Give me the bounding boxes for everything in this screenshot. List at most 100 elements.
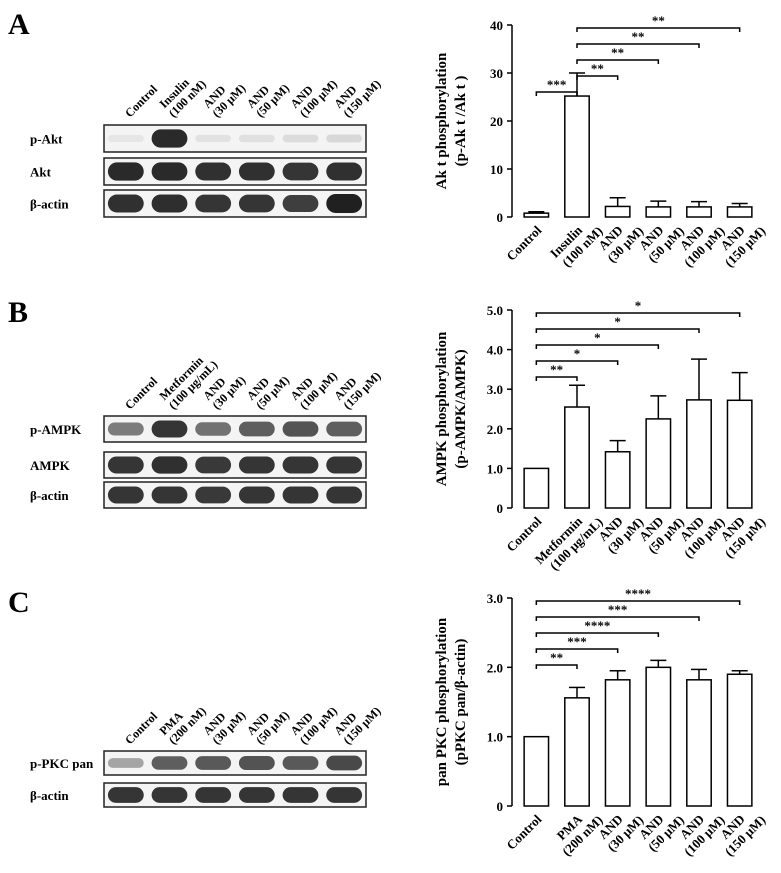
blot-band: [107, 486, 144, 504]
bar: [686, 206, 712, 218]
blot-row: β-actin: [30, 481, 367, 509]
blot-band: [151, 486, 188, 504]
significance-label: ****: [625, 586, 651, 601]
blot-band: [195, 194, 232, 213]
blot-row-label: β-actin: [30, 788, 69, 803]
significance-bracket: **: [576, 29, 700, 48]
x-tick-label: Metformin(100 μg/mL): [532, 504, 606, 578]
significance-label: *: [635, 298, 642, 313]
bar-chart: 0 10 20 30 40 Ak t phosphorylation (p-Ak t /Ak…: [434, 13, 768, 270]
significance-bracket: ***: [535, 77, 578, 96]
blot-lane-label: AND(50 μM): [244, 364, 292, 412]
significance-label: ***: [547, 77, 567, 92]
blot-lane-label: Control: [122, 374, 160, 412]
y-tick-label: 10: [490, 162, 503, 177]
bracket-line: [535, 360, 619, 365]
bracket-line: [576, 27, 741, 32]
blot-row: β-actin: [30, 782, 367, 808]
x-tick-label: AND(150 μM): [711, 802, 768, 859]
blot-band: [151, 420, 188, 438]
blot-band: [326, 162, 363, 181]
significance-bracket: **: [576, 13, 741, 32]
bracket-line: [535, 648, 619, 653]
significance-bracket: **: [535, 362, 578, 381]
blot-band: [195, 456, 232, 474]
bracket-line: [535, 600, 741, 605]
blot-band: [238, 456, 275, 474]
blot-band: [326, 421, 363, 437]
bar: [686, 399, 712, 509]
bar: [604, 679, 631, 807]
blot-band: [151, 162, 188, 181]
bracket-line: [535, 91, 578, 96]
bar: [523, 212, 550, 218]
significance-bracket: *: [535, 330, 660, 349]
blot-row: AMPK: [30, 451, 367, 479]
blot-lane-label: Control: [122, 709, 160, 747]
bracket-line: [535, 664, 578, 669]
blot-row-label: Akt: [30, 165, 52, 180]
blot-row: p-PKC pan: [30, 750, 367, 776]
blot-row-label: p-AMPK: [30, 422, 82, 437]
blot-row-label: p-Akt: [30, 132, 63, 147]
y-tick-label: 1.0: [487, 730, 503, 745]
significance-label: *: [614, 314, 621, 329]
blot-lane-label: Control: [122, 82, 160, 120]
blot-band: [151, 787, 188, 803]
significance-label: **: [550, 650, 563, 665]
bracket-line: [535, 376, 578, 381]
blot-band: [195, 422, 232, 436]
significance-bracket: ***: [535, 634, 619, 653]
bar: [645, 418, 672, 509]
significance-bracket: *: [535, 346, 619, 365]
blot-strip: [103, 451, 367, 479]
bracket-line: [576, 43, 700, 48]
blot-band: [282, 756, 319, 770]
x-tick-label: AND(150 μM): [711, 213, 768, 270]
blot-lane-label: AND(100 μM): [288, 68, 340, 120]
blot-band: [151, 456, 188, 474]
significance-bracket: ***: [535, 602, 700, 621]
blot-band: [107, 194, 144, 213]
blot-band: [195, 162, 232, 181]
significance-bracket: **: [576, 45, 660, 64]
bracket-line: [535, 312, 741, 317]
blot-band: [282, 456, 319, 474]
blot-row: Akt: [30, 157, 367, 186]
significance-label: *: [594, 330, 601, 345]
x-tick-label: Control: [503, 811, 544, 852]
bracket-line: [535, 328, 700, 333]
significance-bracket: ****: [535, 586, 741, 605]
significance-label: **: [632, 29, 645, 44]
significance-label: **: [550, 362, 563, 377]
significance-label: *: [574, 346, 581, 361]
blot-band: [282, 134, 319, 143]
blot-band: [107, 162, 144, 181]
blot-lane-label: AND(150 μM): [331, 360, 383, 412]
y-tick-label: 30: [490, 66, 503, 81]
significance-bracket: **: [576, 61, 619, 80]
significance-bracket: *: [535, 298, 741, 317]
blot-strip: [103, 157, 367, 186]
y-tick-label: 40: [490, 18, 503, 33]
blot-lane-label: AND(30 μM): [200, 699, 248, 747]
blot-band: [238, 134, 275, 143]
blot-band: [107, 787, 144, 803]
blot-band: [326, 134, 363, 143]
blot-lane-label: AND(100 μM): [288, 360, 340, 412]
y-tick-label: 4.0: [487, 343, 503, 358]
significance-bracket: **: [535, 650, 578, 669]
blot-band: [195, 134, 232, 143]
blot-lane-label: AND(100 μM): [288, 695, 340, 747]
significance-label: ****: [584, 618, 610, 633]
blot-band: [238, 787, 275, 803]
bar: [564, 697, 590, 807]
blot-lane-label: AND(50 μM): [244, 699, 292, 747]
blot-band: [282, 162, 319, 181]
bracket-line: [576, 75, 619, 80]
blot-lane-label: PMA(200 nM): [157, 695, 209, 747]
